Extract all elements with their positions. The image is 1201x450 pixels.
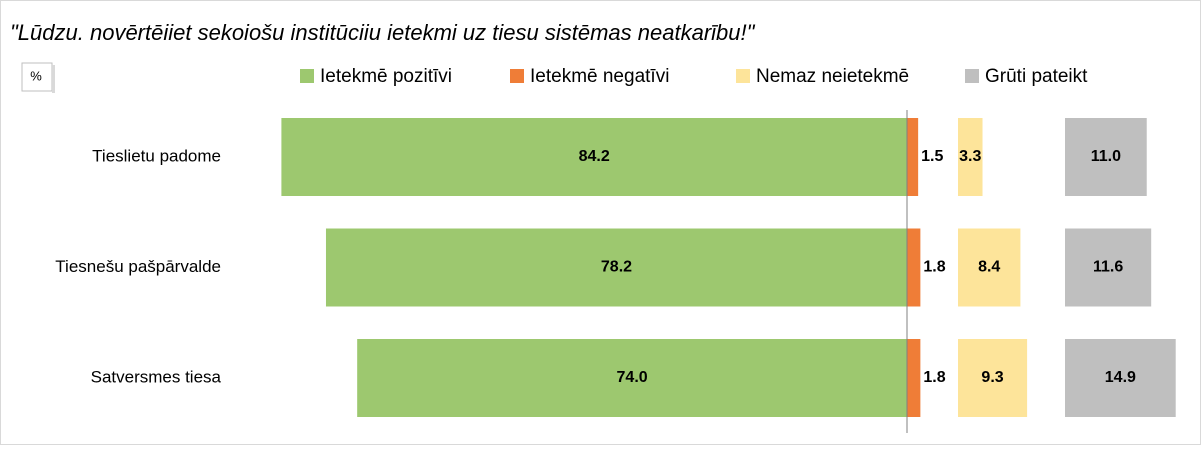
bar (357, 339, 907, 417)
bar (907, 228, 921, 307)
bar (1065, 339, 1176, 417)
unit-label: % (30, 68, 42, 83)
value-label: 11.0 (1091, 148, 1121, 165)
value-label: 84.2 (579, 148, 610, 165)
legend-label: Nemaz neietekmē (756, 66, 909, 87)
legend-label: Grūti pateikt (985, 66, 1088, 87)
bar (958, 228, 1021, 307)
value-label: 9.3 (981, 369, 1003, 386)
category-label: Tieslietu padome (92, 146, 221, 165)
legend-swatch (736, 69, 750, 83)
bar (281, 118, 907, 196)
value-label: 74.0 (617, 369, 648, 386)
category-label: Tiesnešu pašpārvalde (55, 257, 221, 276)
value-label: 1.5 (921, 148, 943, 165)
bar (325, 228, 907, 307)
value-label: 14.9 (1105, 369, 1136, 386)
bar (907, 118, 919, 196)
legend-label: Ietekmē pozitīvi (320, 66, 452, 87)
bar (1065, 228, 1152, 307)
value-label: 3.3 (959, 148, 981, 165)
bar (907, 339, 921, 417)
unit-box (21, 62, 53, 92)
unit-box-shadow (52, 65, 55, 93)
legend-swatch (300, 69, 314, 83)
value-label: 1.8 (923, 369, 945, 386)
value-label: 11.6 (1093, 259, 1123, 276)
bar (1065, 118, 1147, 196)
bar (958, 339, 1028, 417)
legend-swatch (510, 69, 524, 83)
chart-title: "Lūdzu. novērtēiiet sekoiošu institūciiu… (10, 20, 756, 45)
legend-label: Ietekmē negatīvi (530, 66, 669, 87)
category-label: Satversmes tiesa (91, 367, 222, 386)
value-label: 1.8 (923, 259, 945, 276)
value-label: 8.4 (978, 259, 1000, 276)
value-label: 78.2 (601, 259, 632, 276)
legend-swatch (965, 69, 979, 83)
bar (958, 118, 983, 196)
